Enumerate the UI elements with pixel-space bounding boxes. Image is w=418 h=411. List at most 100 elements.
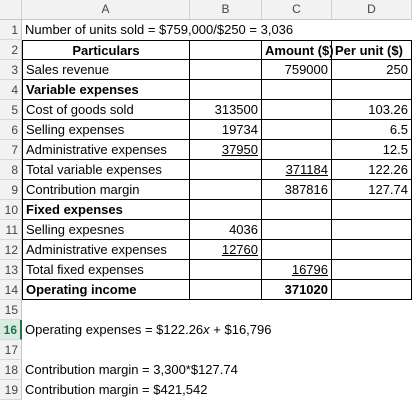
cell	[190, 260, 262, 280]
cell-text: 12760	[221, 242, 258, 257]
cell-text: Administrative expenses	[26, 142, 167, 157]
cell	[190, 180, 262, 200]
cell	[332, 320, 412, 340]
cell: 103.26	[332, 100, 412, 120]
cell: 12.5	[332, 140, 412, 160]
cell	[262, 380, 332, 400]
cell	[332, 260, 412, 280]
cell-text: + $16,796	[209, 322, 272, 337]
cell-text: Per unit ($)	[335, 43, 403, 58]
cell	[190, 60, 262, 80]
cell-text: 4036	[229, 222, 258, 237]
cell-text: Selling expenses	[26, 122, 125, 137]
cell-text: Operating income	[26, 282, 137, 297]
cell: 19734	[190, 120, 262, 140]
cell-text: Amount ($)	[265, 43, 334, 58]
row-number: 2	[0, 40, 22, 60]
row-number: 8	[0, 160, 22, 180]
cell: Contribution margin = 3,300*$127.74	[22, 360, 238, 380]
cell	[190, 340, 262, 360]
cell-text: 19734	[221, 122, 258, 137]
row-number: 6	[0, 120, 22, 140]
cell: 371184	[262, 160, 332, 180]
row-number: 15	[0, 300, 22, 320]
cell: Total variable expenses	[22, 160, 190, 180]
cell-text: Operating expenses = $122.26	[25, 322, 204, 337]
cell: Fixed expenses	[22, 200, 190, 220]
cell: 759000	[262, 60, 332, 80]
cell	[22, 340, 190, 360]
cell-text: Cost of goods sold	[26, 102, 134, 117]
cell: 122.26	[332, 160, 412, 180]
cell: Selling expesnes	[22, 220, 190, 240]
cell	[190, 320, 262, 340]
cell	[332, 20, 412, 40]
cell	[332, 280, 412, 300]
cell-text: Selling expesnes	[26, 222, 125, 237]
cell	[262, 100, 332, 120]
cell-text: 37950	[221, 142, 258, 157]
cell	[262, 320, 332, 340]
cell: Total fixed expenses	[22, 260, 190, 280]
cell: 250	[332, 60, 412, 80]
row-number: 19	[0, 380, 22, 400]
row-number: 13	[0, 260, 22, 280]
cell	[262, 360, 332, 380]
row-number: 3	[0, 60, 22, 80]
cell-text: Fixed expenses	[26, 202, 123, 217]
cell: Amount ($)	[262, 40, 334, 60]
cell	[262, 140, 332, 160]
cell	[262, 20, 332, 40]
cell-text: Contribution margin = 3,300*$127.74	[25, 362, 238, 377]
cell: Contribution margin	[22, 180, 190, 200]
cell	[332, 360, 412, 380]
cell: 371020	[262, 280, 332, 300]
cell: Sales revenue	[22, 60, 190, 80]
cell-text: 16796	[291, 262, 328, 277]
row-number: 1	[0, 20, 22, 40]
cell	[190, 300, 262, 320]
cell	[262, 120, 332, 140]
row-number: 17	[0, 340, 22, 360]
cell	[262, 300, 332, 320]
cell: Contribution margin = $421,542	[22, 380, 207, 400]
cell: Selling expenses	[22, 120, 190, 140]
cell	[190, 20, 262, 40]
cell-text: 6.5	[389, 122, 408, 137]
cell	[190, 80, 262, 100]
cell	[262, 240, 332, 260]
cell: Operating expenses = $122.26x + $16,796	[22, 320, 271, 340]
cell-text: 122.26	[368, 162, 408, 177]
cell-text: 371184	[285, 162, 328, 177]
cell: Particulars	[22, 40, 190, 60]
row-number: 11	[0, 220, 22, 240]
cell	[190, 360, 262, 380]
cell	[332, 80, 412, 100]
row-number: 16	[0, 320, 22, 340]
cell-text: Contribution margin	[26, 182, 140, 197]
cell-text: Total fixed expenses	[26, 262, 144, 277]
cell: Number of units sold = $759,000/$250 = 3…	[22, 20, 293, 40]
row-number: 12	[0, 240, 22, 260]
cell	[190, 380, 262, 400]
cell	[332, 200, 412, 220]
cell	[190, 280, 262, 300]
cell	[190, 40, 262, 60]
cell: 387816	[262, 180, 332, 200]
cell: Variable expenses	[22, 80, 190, 100]
cell: Administrative expenses	[22, 140, 190, 160]
cell-text: 250	[386, 62, 408, 77]
cell: 127.74	[332, 180, 412, 200]
cell-text: Sales revenue	[26, 62, 110, 77]
column-header: B	[190, 0, 262, 20]
cell-text: 313500	[214, 102, 258, 117]
column-header: C	[262, 0, 332, 20]
cell: 37950	[190, 140, 262, 160]
cell: 16796	[262, 260, 332, 280]
cell	[332, 220, 412, 240]
cell	[332, 340, 412, 360]
cell-text: Particulars	[72, 43, 140, 58]
row-number: 14	[0, 280, 22, 300]
row-number: 4	[0, 80, 22, 100]
cell: Operating income	[22, 280, 190, 300]
